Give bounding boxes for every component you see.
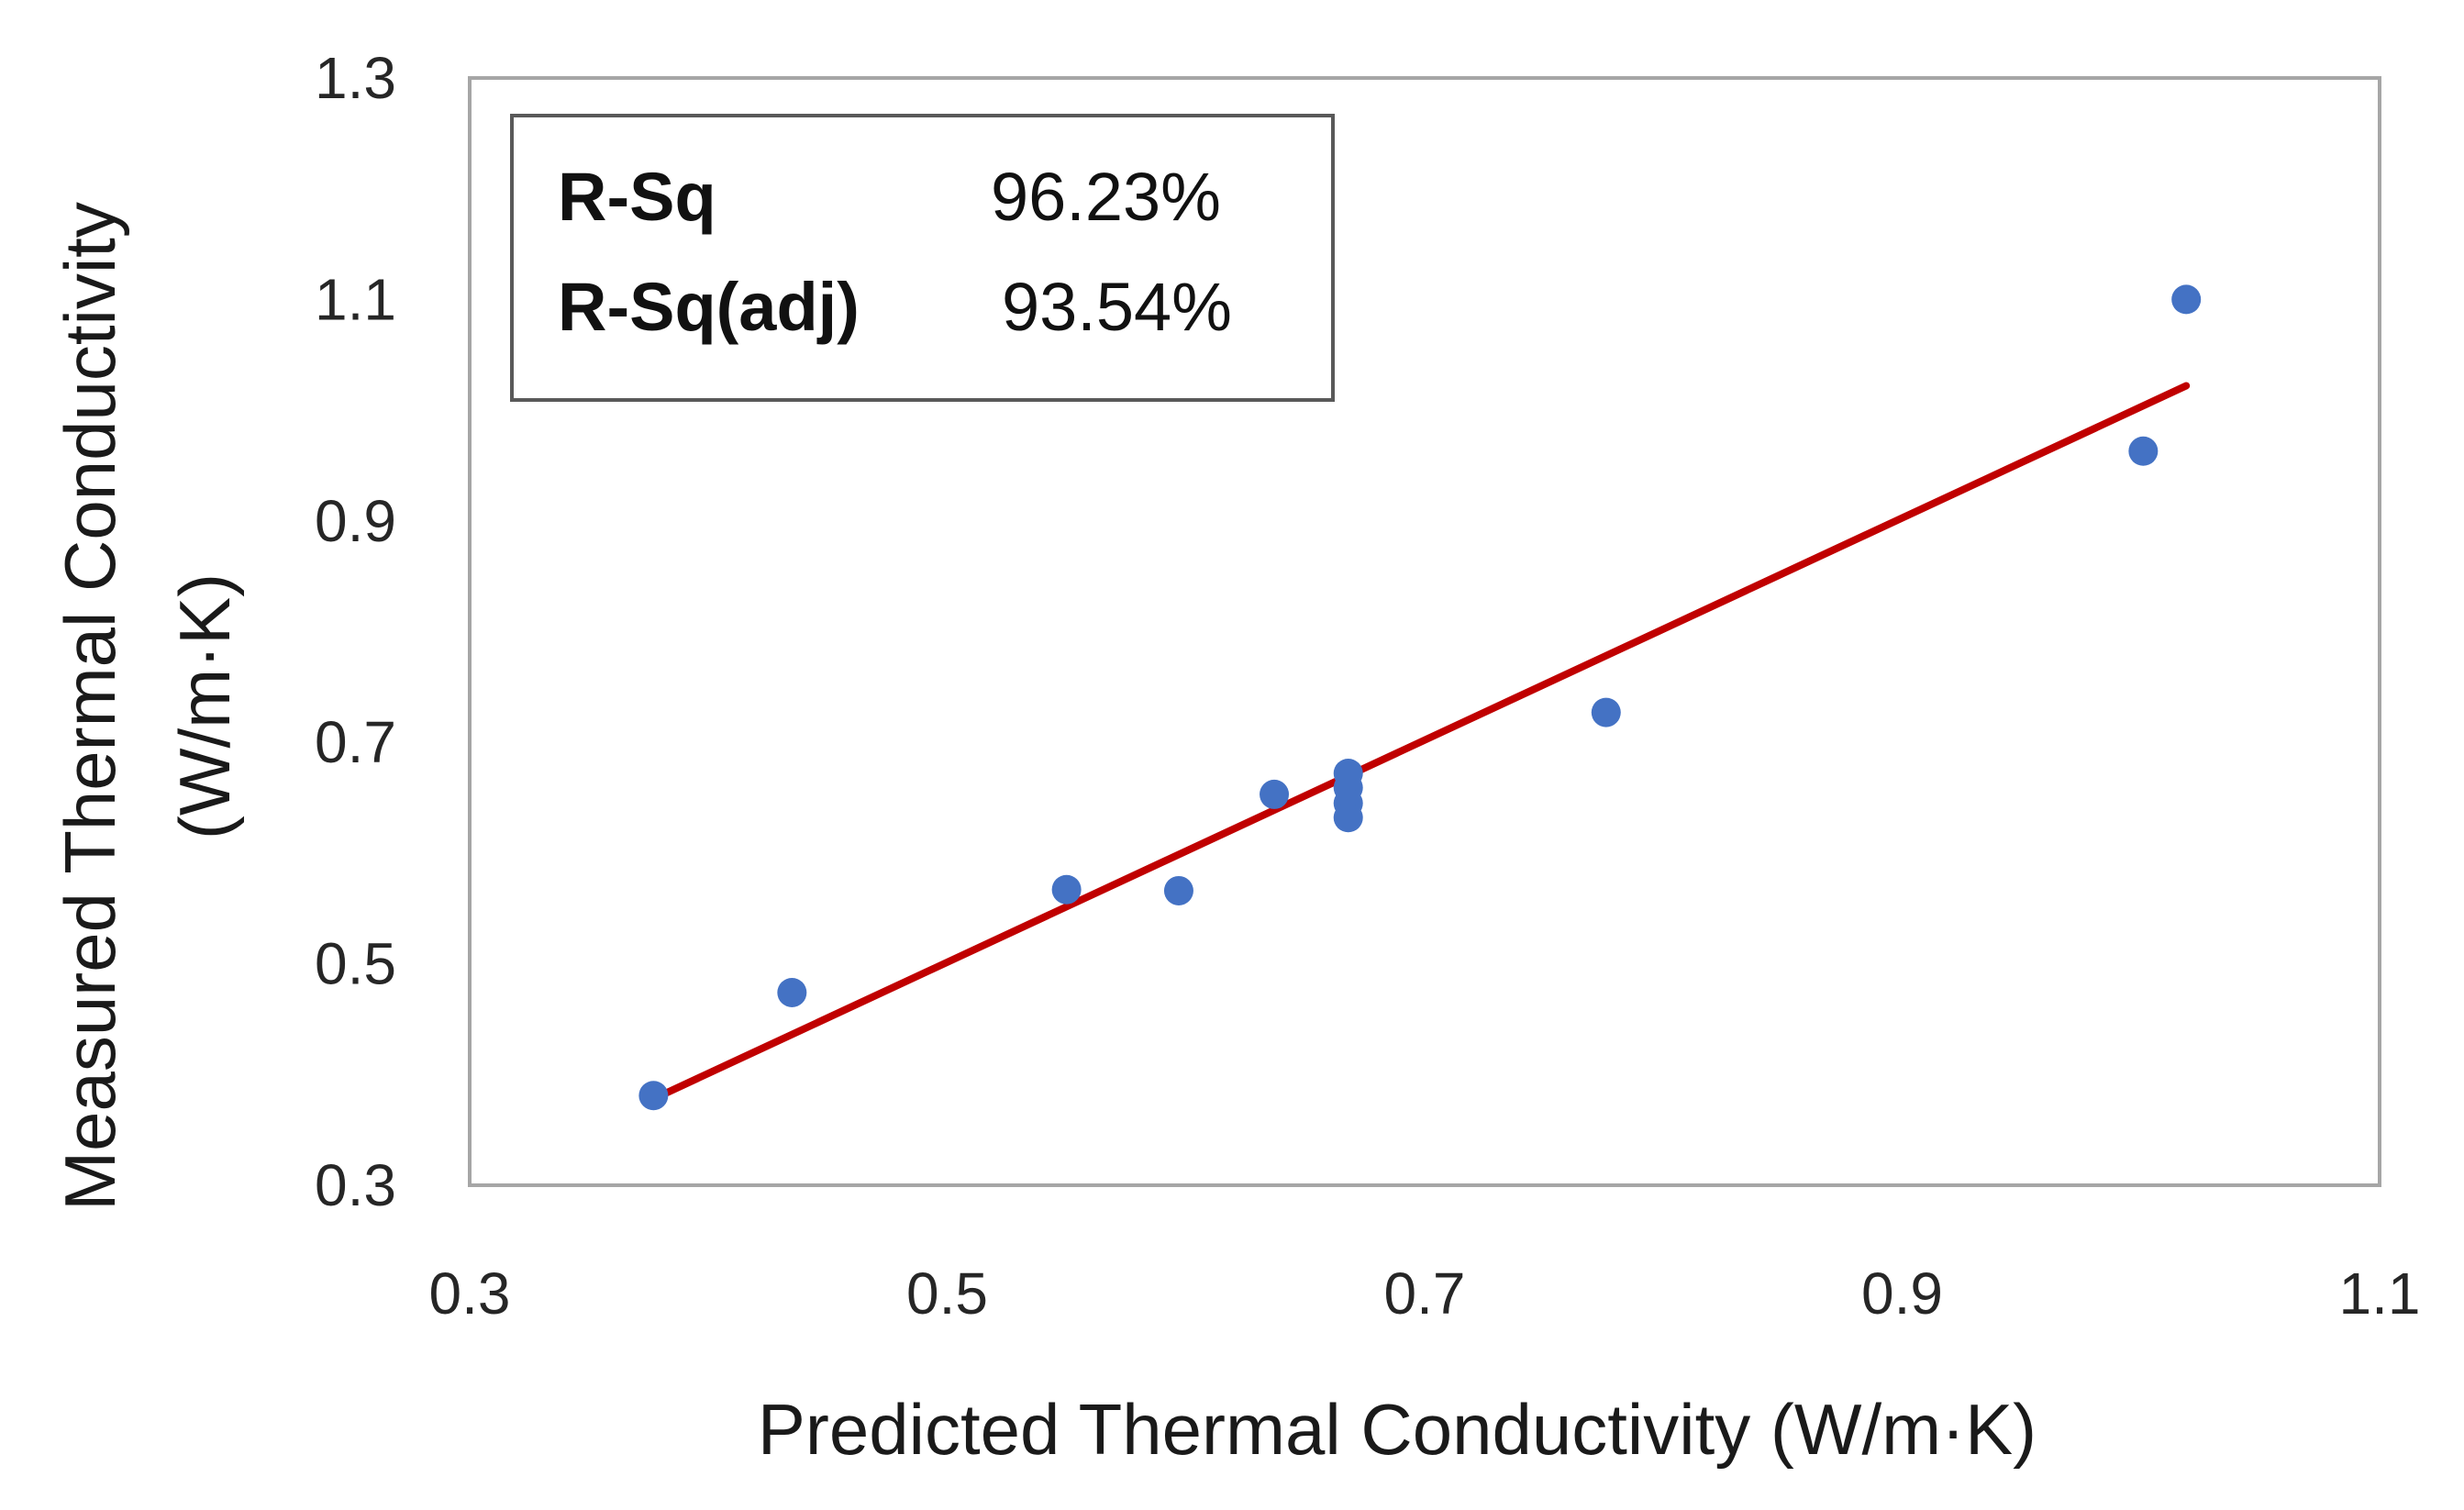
data-point (1591, 697, 1621, 727)
x-tick-label: 1.1 (2339, 1260, 2421, 1327)
y-axis-title-units: (W/m·K) (164, 573, 245, 839)
data-point (2171, 284, 2202, 315)
regression-fit-line (649, 382, 2191, 1103)
y-tick-label: 0.7 (315, 709, 396, 775)
stat-value-rsq-adj: 93.54% (1002, 269, 1232, 345)
stat-label-rsq-adj: R-Sq(adj) (558, 269, 860, 345)
data-point (1333, 803, 1363, 833)
data-point (1051, 874, 1082, 905)
data-point (1163, 875, 1193, 905)
data-point (638, 1081, 669, 1111)
y-axis-title: Measured Thermal Conductivity (50, 202, 130, 1211)
stat-value-rsq: 96.23% (991, 159, 1221, 235)
stat-label-rsq: R-Sq (558, 159, 716, 235)
x-axis-tick-labels: 0.3 0.5 0.7 0.9 1.1 (429, 1260, 2421, 1327)
y-tick-label: 1.3 (315, 45, 396, 111)
x-axis-title: Predicted Thermal Conductivity (W/m·K) (758, 1389, 2037, 1470)
x-tick-label: 0.9 (1861, 1260, 1943, 1327)
data-point (777, 977, 807, 1007)
y-axis-tick-labels: 0.3 0.5 0.7 0.9 1.1 1.3 (315, 45, 396, 1218)
y-tick-label: 0.3 (315, 1152, 396, 1218)
data-points (638, 284, 2202, 1111)
stats-box-frame (510, 114, 1335, 402)
plot-area-frame (468, 76, 2381, 1187)
data-point (1260, 779, 1290, 809)
x-tick-label: 0.5 (906, 1260, 988, 1327)
y-tick-label: 0.9 (315, 488, 396, 554)
x-tick-label: 0.3 (429, 1260, 511, 1327)
data-point (2128, 436, 2159, 466)
stats-box: R-Sq 96.23% R-Sq(adj) 93.54% (510, 114, 1335, 402)
y-tick-label: 1.1 (315, 266, 396, 332)
y-tick-label: 0.5 (315, 931, 396, 997)
x-tick-label: 0.7 (1384, 1260, 1466, 1327)
